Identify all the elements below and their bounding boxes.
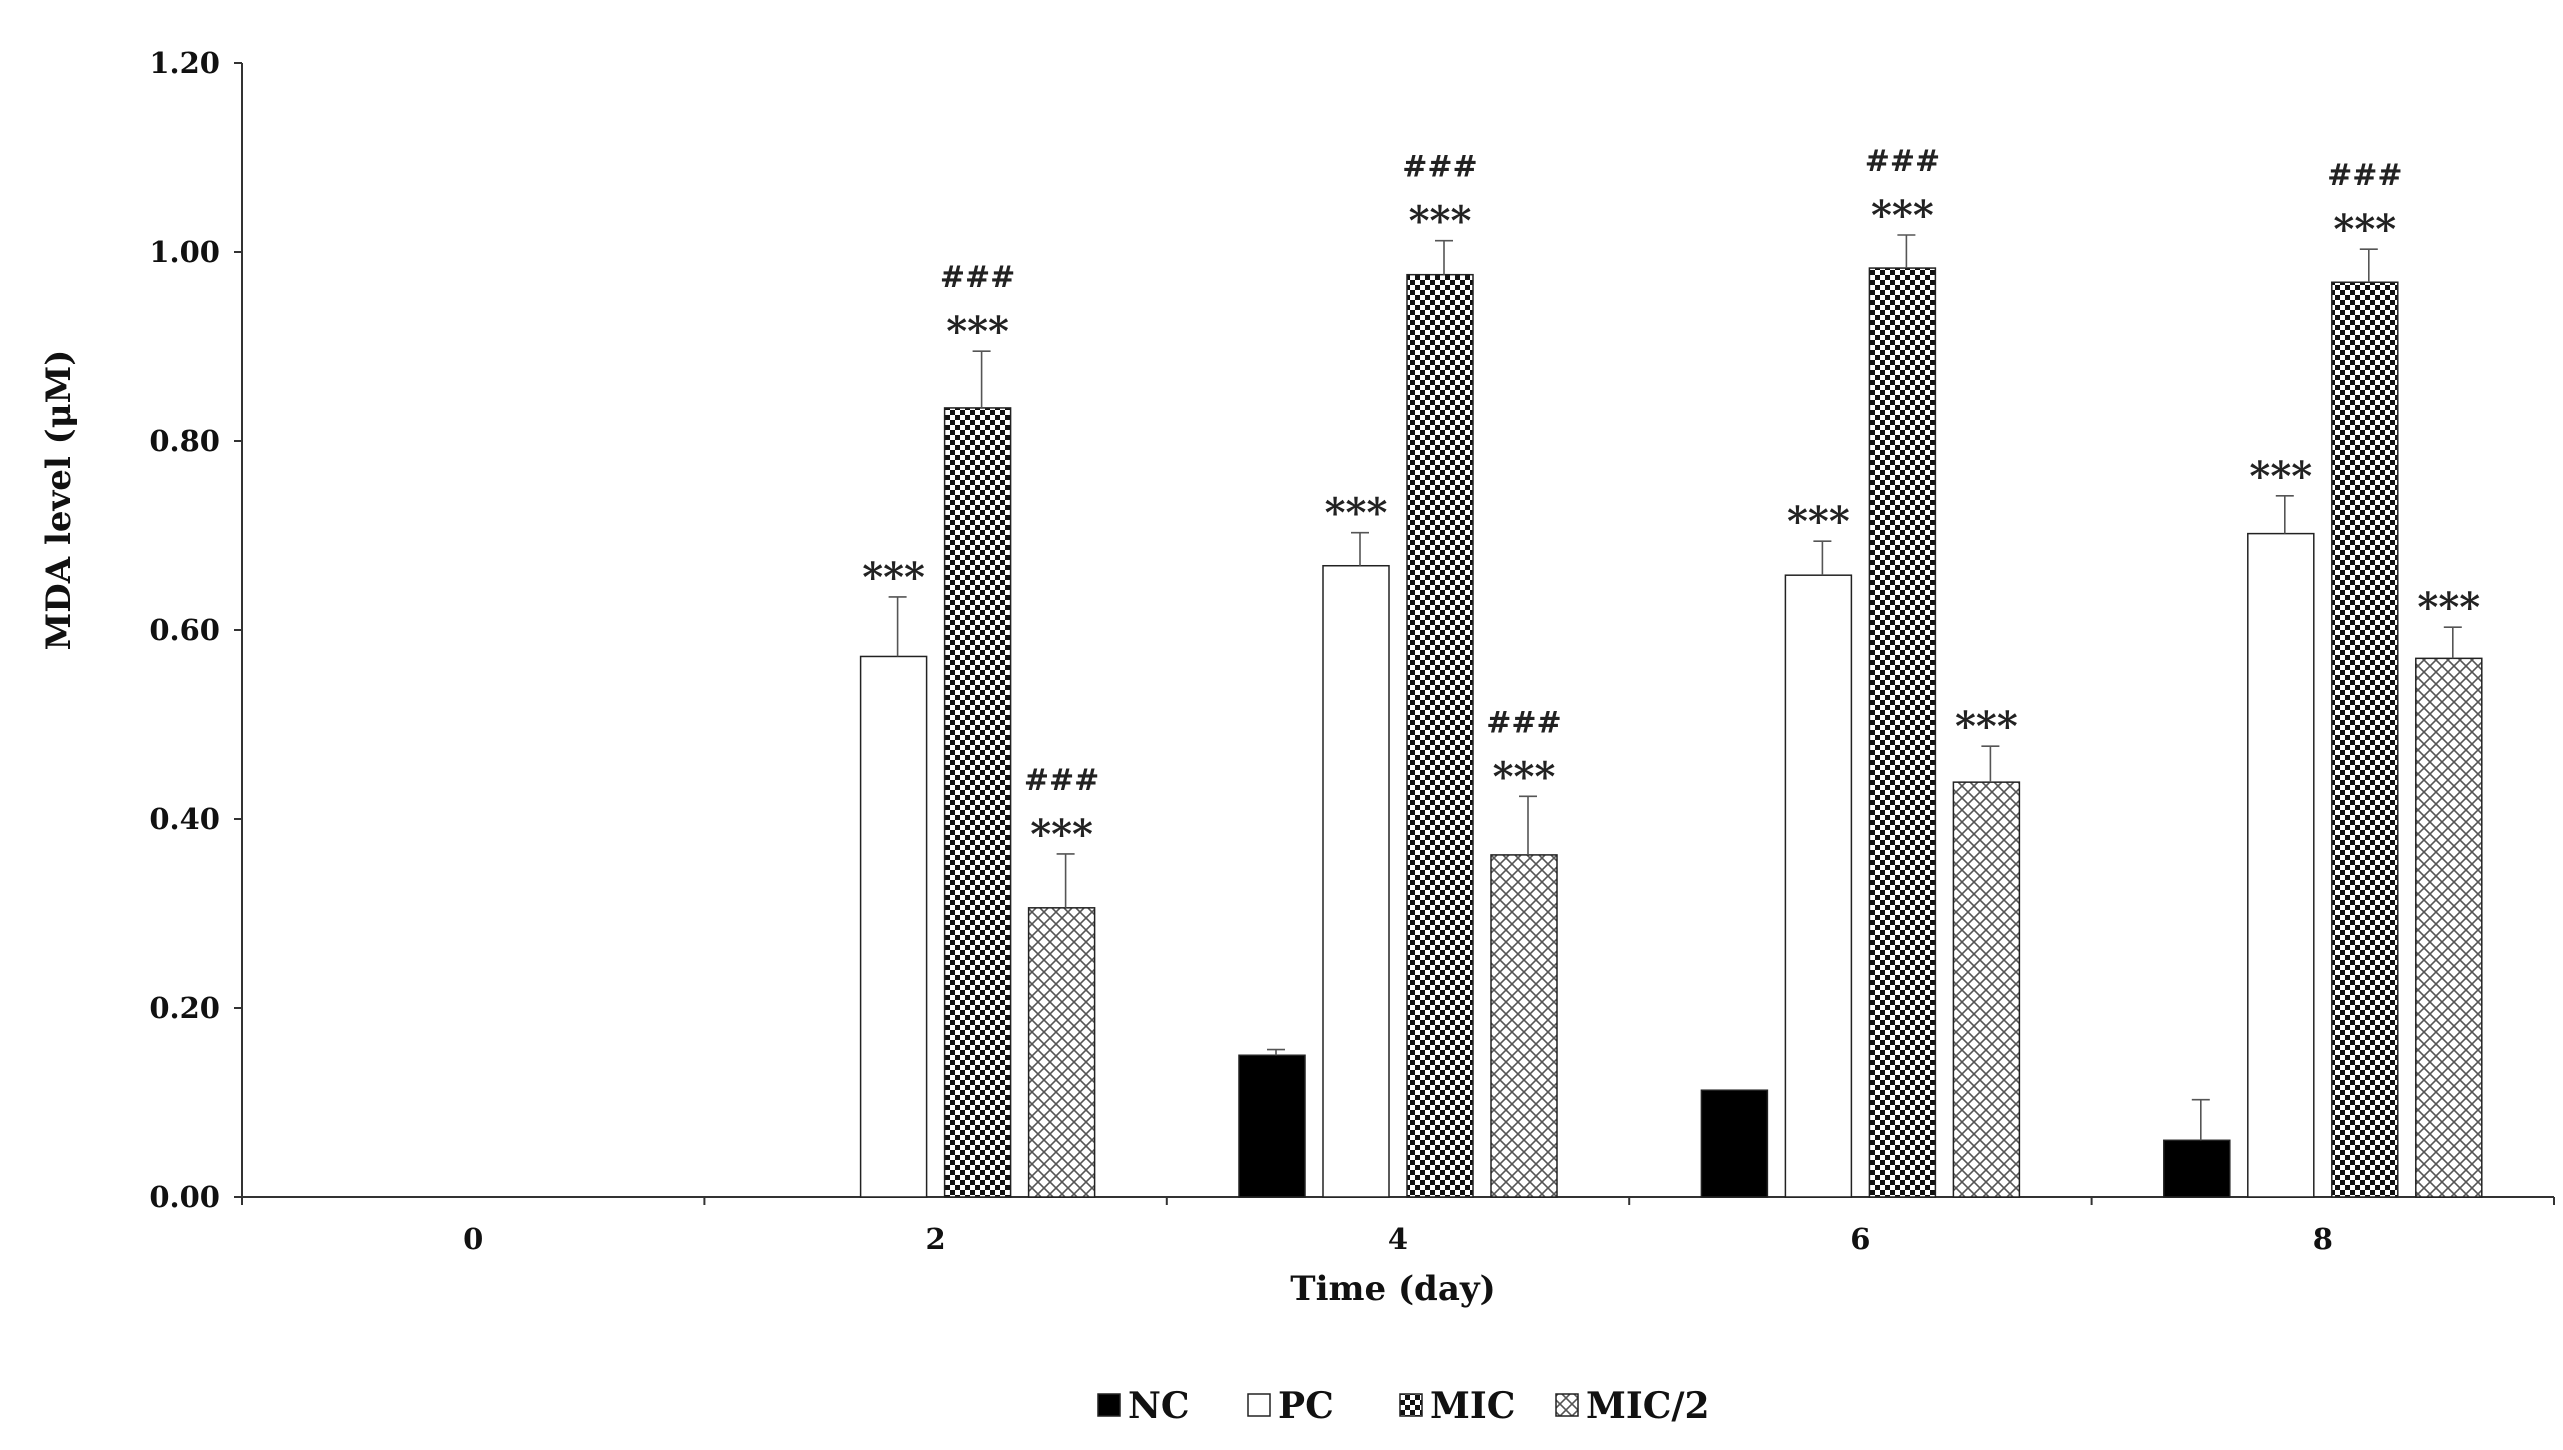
bar-pc-day-6 <box>1784 574 1853 1198</box>
significance-stars: *** <box>2333 206 2396 253</box>
bar-mic-2-day-6 <box>1952 781 2021 1198</box>
significance-stars: *** <box>2417 584 2480 631</box>
y-axis-title: MDA level (μM) <box>39 350 79 651</box>
significance-annotations: *** *** ### *** ### *** *** ### *** ### *** *** ### *… <box>862 144 2480 858</box>
significance-stars: *** <box>1030 811 1093 858</box>
y-tick-label: 0.80 <box>149 424 220 458</box>
bar-mic-2-day-4 <box>1490 854 1558 1198</box>
bar-pc-day-4 <box>1322 564 1390 1198</box>
legend-label-pc: PC <box>1278 1385 1334 1427</box>
x-tick-label: 6 <box>1850 1222 1870 1256</box>
legend-label-mic-2: MIC/2 <box>1586 1385 1710 1427</box>
legend-swatch-pc <box>1247 1393 1271 1417</box>
significance-stars: *** <box>862 554 925 601</box>
bar-mic-2-day-8 <box>2415 657 2483 1198</box>
bar-nc-day-8 <box>2163 1139 2231 1198</box>
axes: 0.00 0.20 0.40 0.60 0.80 1.00 1.20 0 2 4 6 8 <box>149 46 2555 1256</box>
significance-stars: *** <box>2249 453 2312 500</box>
bar-mic-day-6 <box>1868 267 1937 1198</box>
y-tick-label: 0.00 <box>149 1180 220 1214</box>
y-tick-label: 1.00 <box>149 235 220 269</box>
significance-stars: *** <box>1325 490 1388 537</box>
legend: NC PC MIC MIC/2 <box>1097 1385 1710 1427</box>
legend-label-nc: NC <box>1128 1385 1190 1427</box>
bar-pc-day-8 <box>2247 532 2315 1198</box>
significance-stars: *** <box>1871 192 1934 239</box>
significance-hashes: ### <box>2327 158 2402 193</box>
significance-stars: *** <box>1409 198 1472 245</box>
bar-nc-day-6 <box>1700 1089 1769 1198</box>
significance-stars: *** <box>1493 753 1556 800</box>
bar-mic-day-4 <box>1406 273 1474 1198</box>
legend-label-mic: MIC <box>1430 1385 1515 1427</box>
x-axis-title: Time (day) <box>1290 1269 1495 1309</box>
x-tick-label: 4 <box>1388 1222 1408 1256</box>
legend-swatch-mic-2 <box>1555 1393 1579 1417</box>
bar-mic-2-day-2 <box>1027 907 1096 1198</box>
significance-hashes: ### <box>940 260 1015 295</box>
significance-hashes: ### <box>1402 150 1477 185</box>
significance-stars: *** <box>1955 703 2018 750</box>
bar-nc-day-4 <box>1238 1054 1306 1198</box>
significance-hashes: ### <box>1865 144 1940 179</box>
significance-stars: *** <box>1787 498 1850 545</box>
x-tick-label: 2 <box>926 1222 946 1256</box>
significance-hashes: ### <box>1024 763 1099 798</box>
y-tick-label: 1.20 <box>149 46 220 80</box>
y-tick-label: 0.60 <box>149 613 220 647</box>
y-tick-label: 0.40 <box>149 802 220 836</box>
significance-stars: *** <box>946 308 1009 355</box>
bar-mic-day-8 <box>2331 281 2399 1198</box>
legend-swatch-mic <box>1399 1393 1423 1417</box>
bars <box>859 234 2483 1198</box>
bar-pc-day-2 <box>859 655 928 1198</box>
x-tick-label: 0 <box>463 1222 483 1256</box>
y-tick-label: 0.20 <box>149 991 220 1025</box>
significance-hashes: ### <box>1486 705 1561 740</box>
bar-mic-day-2 <box>943 407 1012 1198</box>
legend-swatch-nc <box>1097 1393 1121 1417</box>
x-tick-label: 8 <box>2313 1222 2333 1256</box>
